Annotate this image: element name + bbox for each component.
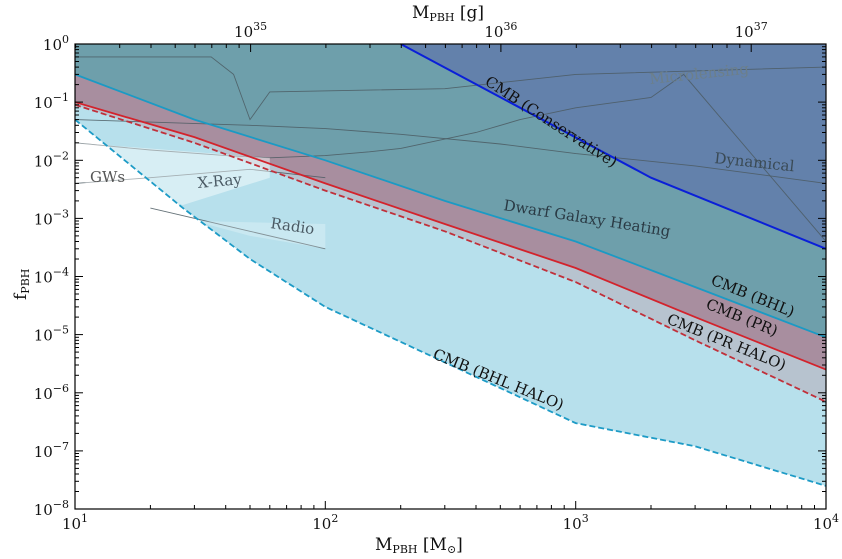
label-radio: Radio [269,214,315,238]
y-tick-label: 10−3 [34,207,69,228]
y-tick-label: 10−1 [34,91,69,112]
series-line-3 [75,73,826,339]
label-gws: GWs [90,168,125,186]
x-tick-label: 102 [312,512,338,533]
radio-band [194,221,326,249]
series-line-0 [75,118,826,487]
y-tick-label: 10−8 [34,498,69,519]
x-tick-label: 103 [563,512,589,533]
series-line-2 [75,101,826,371]
y-tick-label: 10−7 [34,440,69,461]
x-tick-label: 104 [813,512,839,533]
constraint-line-4 [75,168,326,184]
constraint-line-0 [75,56,826,121]
y-axis-label: fPBH [11,269,32,300]
constraint-line-1 [75,119,826,184]
region-labels: Microlensing Dynamical Dwarf Galaxy Heat… [90,60,797,414]
cmb-curves [75,44,826,487]
constraint-line-2 [269,73,826,242]
fill-4 [400,44,826,249]
y-tick-label: 10−4 [34,266,69,287]
y-tick-label: 100 [43,33,69,54]
label-xray: X-Ray [197,170,243,192]
y-tick-label: 10−5 [34,324,69,345]
top-x-tick-label: 1037 [735,20,768,41]
other-constraints [75,56,826,250]
top-x-tick-label: 1035 [234,20,267,41]
series-line-1 [75,103,826,403]
top-x-tick-label: 1036 [484,20,517,41]
axis-ticks [74,43,827,510]
top-x-axis-label: MPBH [g] [412,3,484,24]
gws-band [75,142,270,205]
series-line-4 [400,44,826,250]
y-tick-label: 10−2 [34,149,69,170]
x-tick-label: 101 [62,512,88,533]
y-tick-label: 10−6 [34,382,69,403]
constraint-line-5 [150,207,326,250]
x-axis-label: MPBH [M⊙] [375,535,463,556]
tick-labels: 101 102 103 104 1035 1036 1037 100 10−1 10−2 10−3 1… [34,20,839,533]
region-fills [75,44,826,486]
